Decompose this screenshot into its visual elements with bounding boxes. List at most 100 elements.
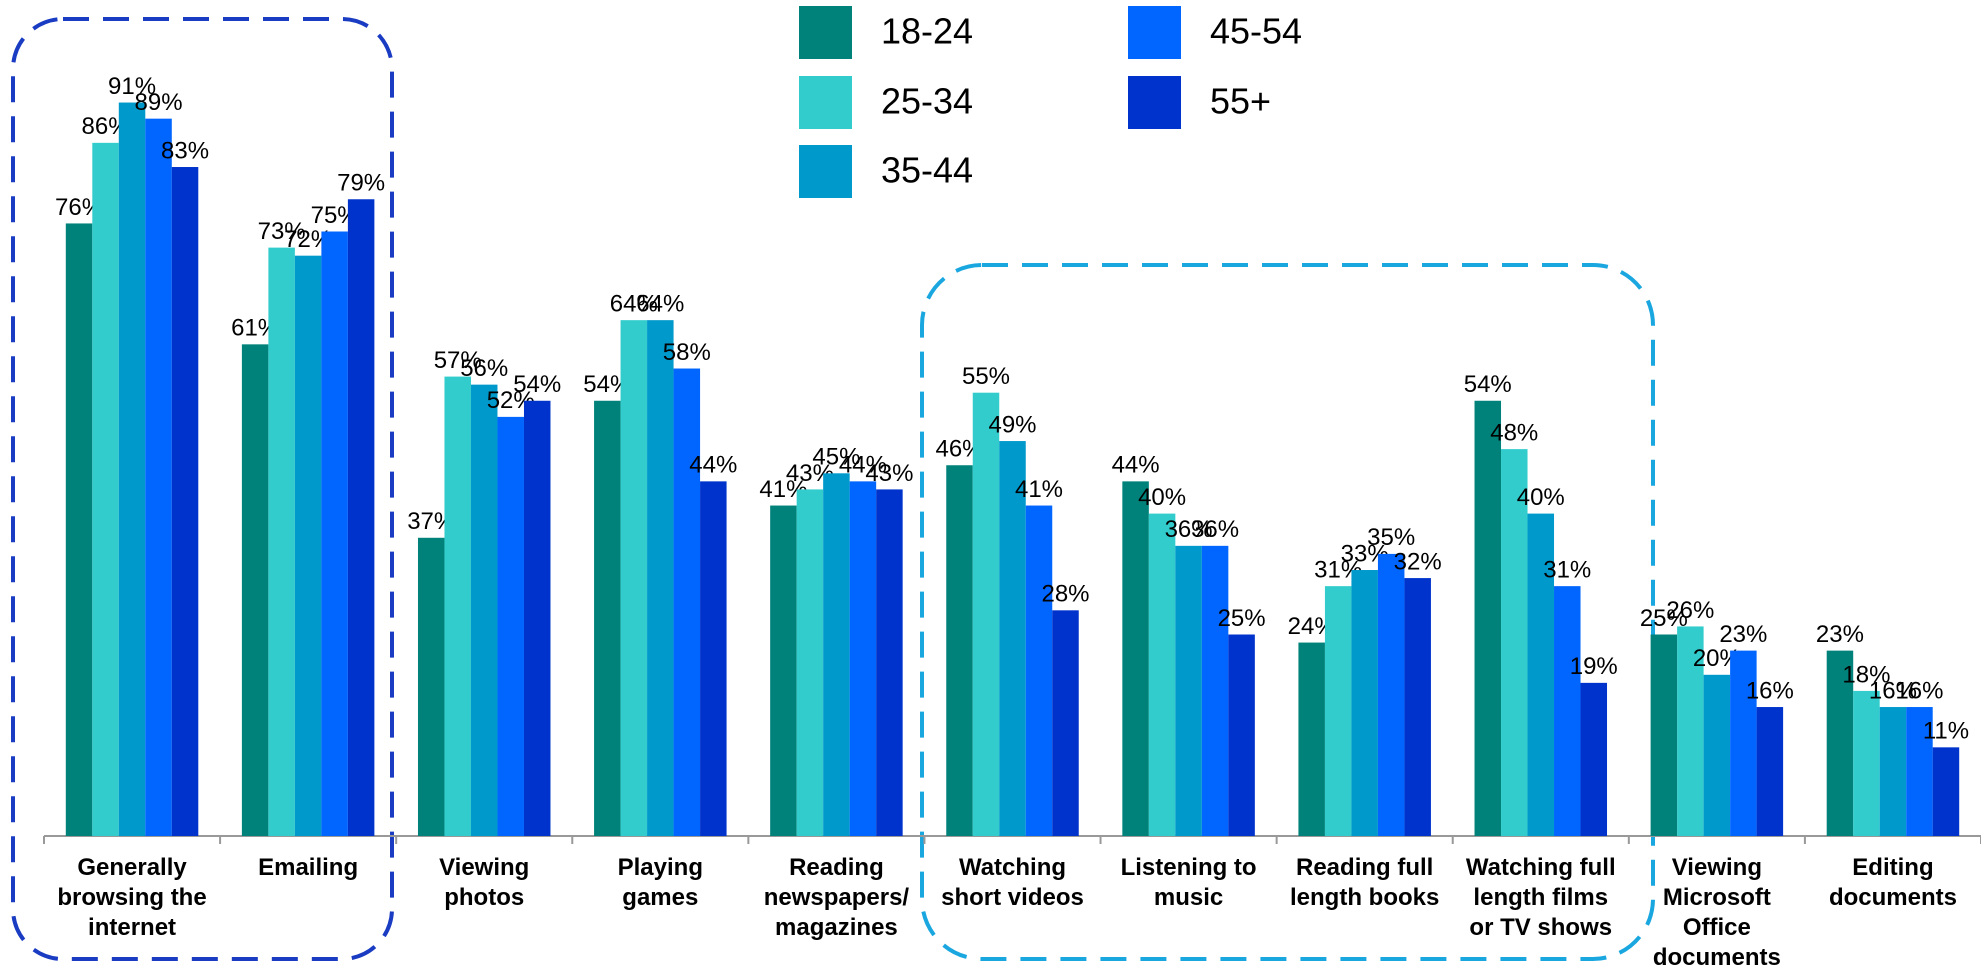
value-label: 28% [1041,581,1089,608]
bar [1324,586,1352,836]
bar [1122,481,1149,836]
bar [417,537,445,836]
bar [1474,400,1502,836]
bar [1527,513,1555,836]
x-tick-label: Emailing [258,854,358,881]
value-label: 16% [1895,677,1943,704]
bar [1730,650,1757,836]
bar [796,489,824,836]
legend-swatch [799,145,852,198]
x-tick-label: Viewing photos [439,854,529,911]
value-label: 83% [161,137,209,164]
value-label: 91% [108,73,156,100]
bar [470,384,498,836]
value-label: 31% [1543,556,1591,583]
bar [1298,642,1325,836]
bar [92,142,119,837]
value-label: 58% [663,339,711,366]
legend-swatch [1128,76,1181,129]
bar [65,223,93,836]
value-label: 23% [1816,621,1864,648]
value-label: 54% [1464,371,1512,398]
value-label: 11% [1923,718,1969,745]
bar [1703,674,1731,836]
value-label: 40% [1517,484,1565,511]
bar [876,489,903,836]
bar [770,505,797,836]
value-label: 23% [1719,621,1767,648]
value-label: 40% [1138,484,1186,511]
x-tick-label: Playing games [618,854,703,911]
legend-swatch [1128,6,1181,59]
bar [1148,513,1176,836]
bar [647,320,674,836]
bar [1175,545,1202,836]
bar [118,102,146,837]
bar [620,320,648,836]
bar [1580,682,1608,836]
bar [347,199,375,836]
bar [972,392,1000,836]
legend-swatch [799,6,852,59]
value-label: 32% [1394,548,1442,575]
bar [1879,707,1907,836]
bar [171,167,199,836]
x-tick-label: Reading newspapers/magazines [764,854,910,941]
bar [1756,707,1784,836]
bar [1826,650,1854,836]
bar [849,481,877,836]
x-tick-label: Viewing Microsoft Office documents [1653,854,1781,971]
value-label: 44% [839,452,887,479]
value-label: 64% [636,291,684,318]
value-label: 36% [1191,516,1239,543]
x-tick-label: Listening to music [1121,854,1257,911]
x-tick-label: Watching short videos [941,854,1084,911]
value-label: 26% [1666,597,1714,624]
bar [823,473,850,836]
legend-label: 25-34 [881,81,973,122]
value-label: 44% [1112,452,1160,479]
bar [1201,545,1229,836]
x-tick-label: Reading full length books [1290,854,1439,911]
value-label: 43% [865,460,913,487]
value-label: 49% [988,411,1036,438]
value-label: 25% [1218,605,1266,632]
bar [1853,690,1880,836]
value-label: 73% [258,218,306,245]
bar [1554,586,1581,836]
value-label: 48% [1490,419,1538,446]
bar [145,118,172,836]
bar [673,368,701,836]
value-label: 55% [962,363,1010,390]
bar [1650,634,1678,836]
legend-label: 45-54 [1210,11,1302,52]
value-label: 19% [1570,653,1618,680]
bar [1025,505,1053,836]
bar [1932,747,1960,836]
bar [594,400,621,836]
bar [321,231,348,836]
bar [241,344,269,836]
value-label: 16% [1746,677,1794,704]
value-label: 44% [689,452,737,479]
plot-area: 76%61%37%54%41%46%44%24%54%25%23%86%73%5… [43,6,1981,971]
value-label: 89% [135,89,183,116]
bar [1377,553,1405,836]
legend-label: 35-44 [881,150,973,191]
value-label: 57% [434,347,482,374]
value-label: 18% [1842,661,1890,688]
highlight-box [920,263,1655,961]
bar [1501,449,1528,836]
value-label: 54% [513,371,561,398]
bar [700,481,727,836]
value-label: 79% [337,170,385,197]
value-label: 35% [1367,524,1415,551]
value-label: 45% [812,444,860,471]
x-tick-label: Editing documents [1829,854,1957,911]
x-tick-label: Watching full length films or TV shows [1466,854,1616,941]
legend-swatch [799,76,852,129]
bar [946,465,973,836]
legend-label: 55+ [1210,81,1271,122]
value-label: 36% [1165,516,1213,543]
